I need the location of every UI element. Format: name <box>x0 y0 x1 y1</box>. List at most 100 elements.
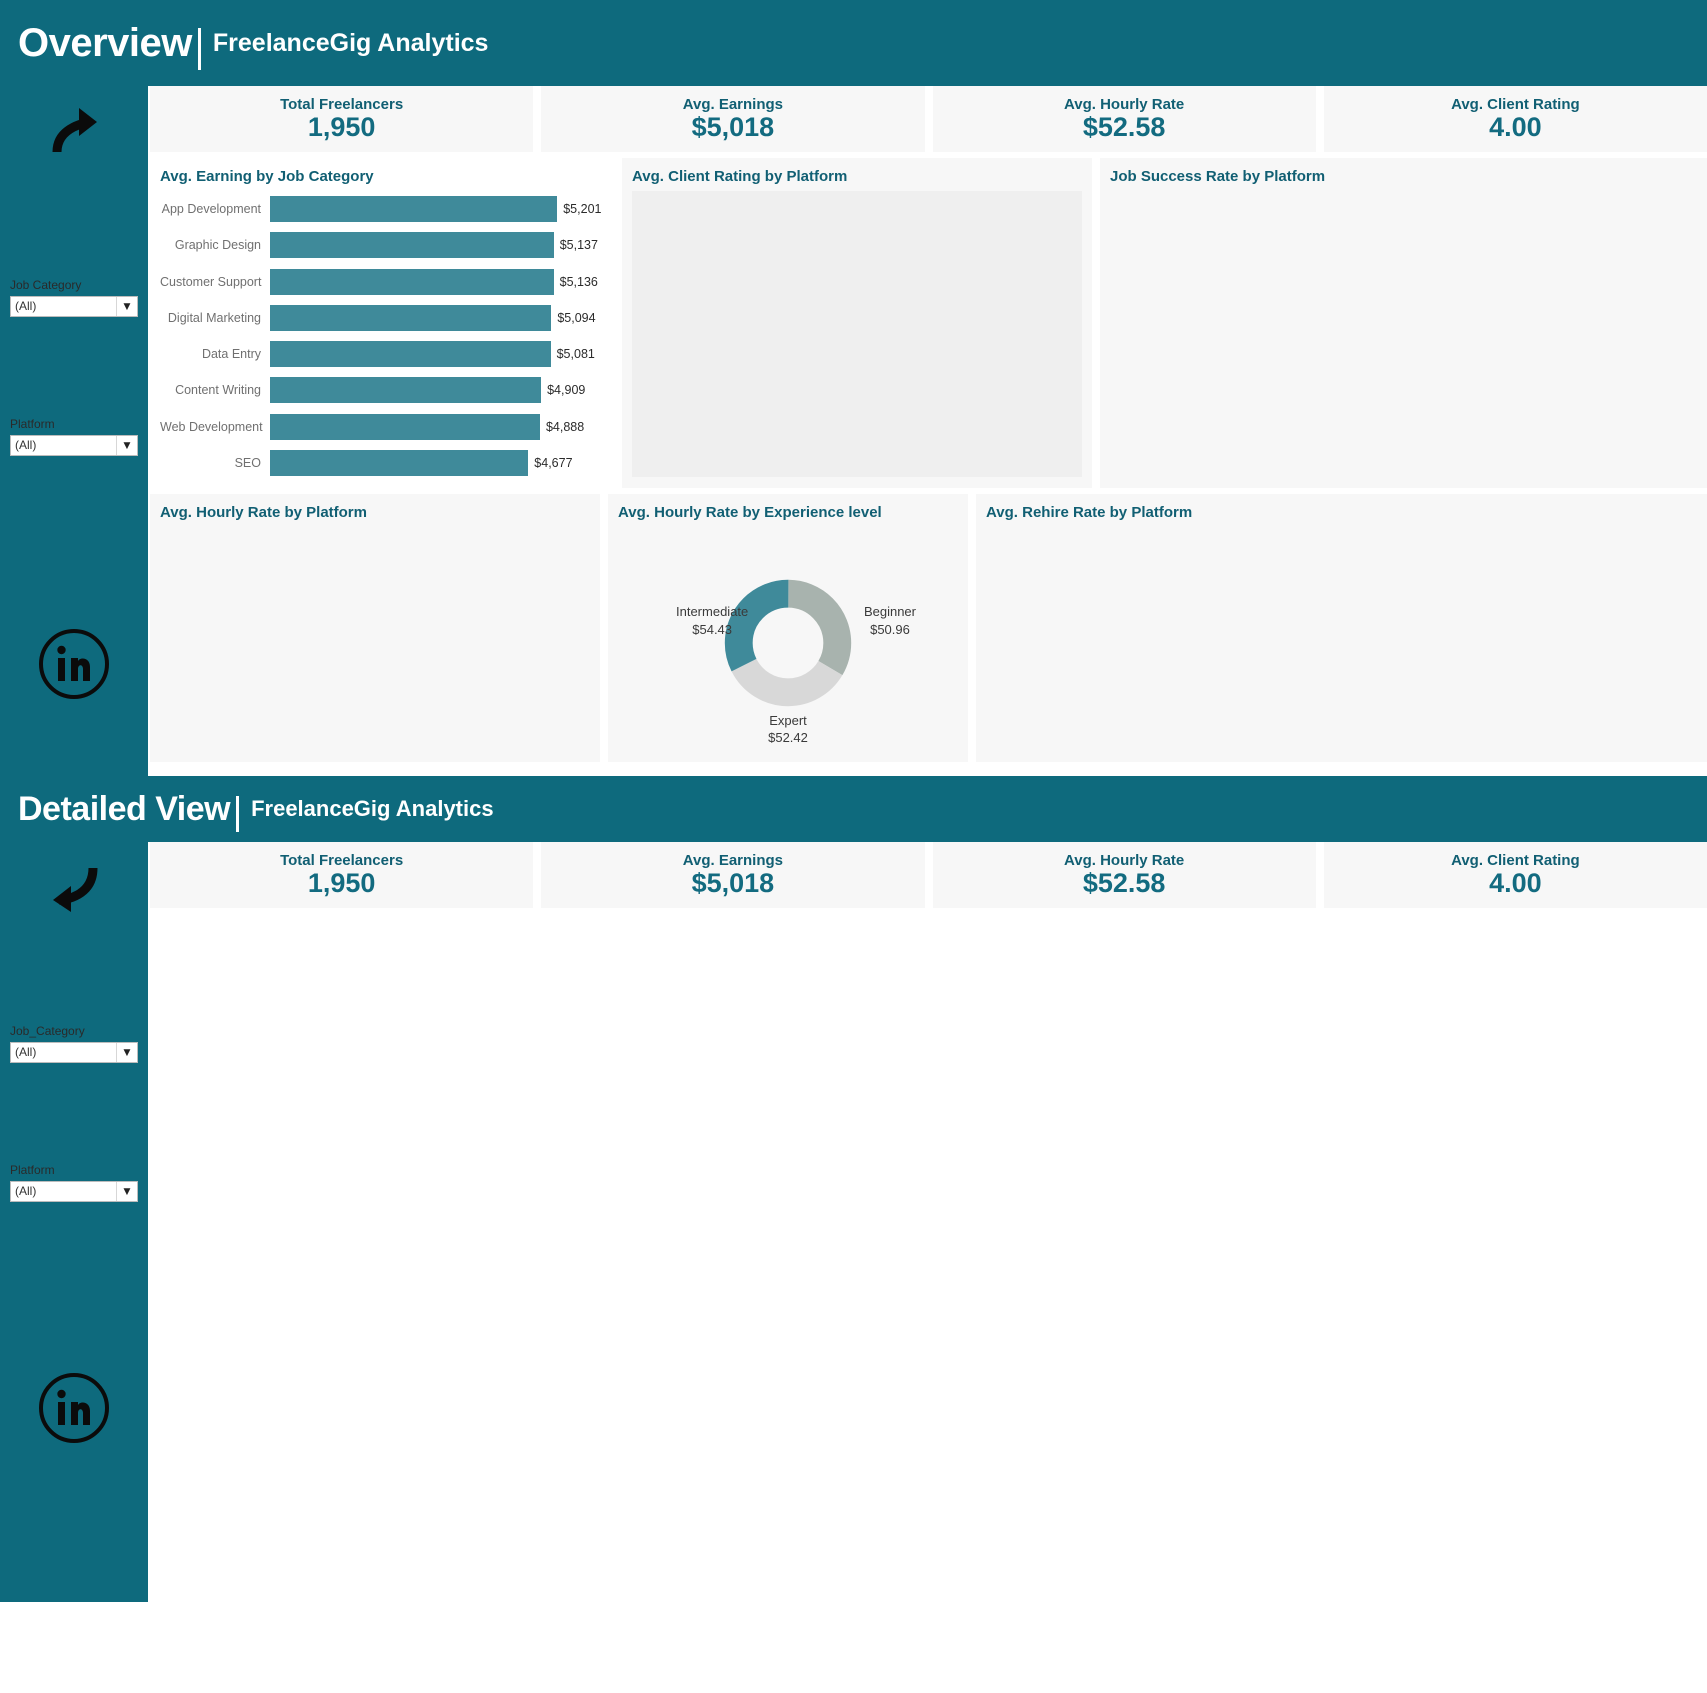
kpi-title: Avg. Earnings <box>682 852 784 870</box>
donut-wrap: Intermediate $54.43 Beginner $50.96 Expe… <box>618 527 958 753</box>
overview-body: Job Category (All) ▼ Platform (All) ▼ <box>0 86 1707 776</box>
bar-fill[interactable] <box>270 449 529 476</box>
bar-value-label: $5,136 <box>559 274 598 289</box>
bar-fill[interactable] <box>270 341 551 368</box>
kpi-total-freelancers: Total Freelancers 1,950 <box>150 86 534 152</box>
detail-filter-platform-select[interactable]: (All) ▼ <box>10 1181 138 1202</box>
bar-fill[interactable] <box>270 304 552 331</box>
kpi-value: 1,950 <box>307 868 376 899</box>
overview-chart-row-2: Avg. Hourly Rate by Platform Avg. Hourly… <box>148 494 1707 762</box>
bar-category-label: Customer Support <box>160 274 262 289</box>
bar-track: $5,201 <box>270 196 604 223</box>
chart-avg-hourly-rate-by-experience: Avg. Hourly Rate by Experience level Int… <box>608 494 968 762</box>
chart-title: Avg. Rehire Rate by Platform <box>986 504 1193 521</box>
overview-banner-title: Overview <box>18 20 192 65</box>
bar-fill[interactable] <box>270 268 554 295</box>
bar-value-label: $5,094 <box>557 310 596 325</box>
detail-kpi-row: Total Freelancers 1,950 Avg. Earnings $5… <box>148 842 1707 914</box>
detail-filter-platform-value: (All) <box>15 1184 37 1198</box>
chart-avg-client-rating-by-platform: Avg. Client Rating by Platform <box>622 158 1092 488</box>
kpi-title: Total Freelancers <box>280 852 404 870</box>
forward-arrow-icon[interactable] <box>0 86 148 160</box>
bar-value-label: $5,137 <box>559 238 598 253</box>
detail-filter-platform: Platform (All) ▼ <box>0 1163 148 1202</box>
bar-track: $4,888 <box>270 413 604 440</box>
kpi-avg-earnings: Avg. Earnings $5,018 <box>541 86 925 152</box>
chart-avg-earning-by-job-category: Avg. Earning by Job Category App Develop… <box>150 158 614 488</box>
detail-kpi-total-freelancers: Total Freelancers 1,950 <box>150 842 534 908</box>
bar-fill[interactable] <box>270 413 540 440</box>
bar-value-label: $4,677 <box>534 455 573 470</box>
donut-label-intermediate: Intermediate $54.43 <box>676 603 748 638</box>
donut-label-value: $54.43 <box>692 621 733 637</box>
detail-kpi-avg-hourly-rate: Avg. Hourly Rate $52.58 <box>932 842 1316 908</box>
bar-row: Graphic Design $5,137 <box>160 232 604 259</box>
chart-job-success-rate-by-platform: Job Success Rate by Platform <box>1100 158 1707 488</box>
vbar-list <box>160 527 590 753</box>
vbar-list <box>986 527 1697 753</box>
kpi-title: Avg. Client Rating <box>1451 96 1580 114</box>
chevron-down-icon[interactable]: ▼ <box>116 1043 137 1062</box>
donut-label-value: $52.42 <box>768 730 808 746</box>
kpi-value: $52.58 <box>1082 112 1166 143</box>
detail-banner: Detailed View FreelanceGig Analytics <box>0 776 1707 842</box>
filter-platform-select[interactable]: (All) ▼ <box>10 435 138 456</box>
bar-fill[interactable] <box>270 232 554 259</box>
bar-row: Content Writing $4,909 <box>160 377 604 404</box>
back-arrow-icon[interactable] <box>0 842 148 912</box>
donut-label-name: Intermediate <box>676 604 749 619</box>
kpi-value: $5,018 <box>691 868 775 899</box>
bar-category-label: Content Writing <box>175 383 261 398</box>
filter-job-category-label: Job Category <box>10 278 82 292</box>
detail-filter-job-category-label: Job_Category <box>10 1024 85 1038</box>
kpi-title: Avg. Hourly Rate <box>1063 96 1185 114</box>
bar-value-label: $5,081 <box>556 347 595 362</box>
chevron-down-icon[interactable]: ▼ <box>116 436 137 455</box>
bar-fill[interactable] <box>270 377 542 404</box>
linkedin-icon[interactable] <box>0 624 148 704</box>
kpi-title: Avg. Earnings <box>682 96 784 114</box>
donut-chart <box>724 579 852 707</box>
kpi-title: Total Freelancers <box>280 96 404 114</box>
linkedin-icon[interactable] <box>0 1368 148 1448</box>
detail-kpi-avg-client-rating: Avg. Client Rating 4.00 <box>1323 842 1707 908</box>
bar-value-label: $5,201 <box>563 202 602 217</box>
detail-content: Total Freelancers 1,950 Avg. Earnings $5… <box>148 842 1707 1602</box>
bar-value-label: $4,909 <box>547 383 586 398</box>
chart-title: Avg. Hourly Rate by Experience level <box>618 504 882 521</box>
banner-divider <box>236 796 240 832</box>
bar-category-label: App Development <box>161 202 261 217</box>
detail-body: Job_Category (All) ▼ Platform (All) ▼ <box>0 842 1707 1602</box>
detail-filter-job-category-select[interactable]: (All) ▼ <box>10 1042 138 1063</box>
kpi-title: Avg. Hourly Rate <box>1063 852 1185 870</box>
chevron-down-icon[interactable]: ▼ <box>116 297 137 316</box>
kpi-value: $52.58 <box>1082 868 1166 899</box>
kpi-value: 4.00 <box>1489 868 1542 899</box>
chart-avg-rehire-rate-by-platform: Avg. Rehire Rate by Platform <box>976 494 1707 762</box>
bar-fill[interactable] <box>270 196 558 223</box>
bar-track: $4,677 <box>270 449 604 476</box>
detail-banner-title: Detailed View <box>18 789 231 828</box>
bar-track: $5,137 <box>270 232 604 259</box>
donut-label-value: $50.96 <box>870 621 910 637</box>
bar-row: Digital Marketing $5,094 <box>160 304 604 331</box>
kpi-value: 1,950 <box>307 112 376 143</box>
detail-sidebar: Job_Category (All) ▼ Platform (All) ▼ <box>0 842 148 1602</box>
chevron-down-icon[interactable]: ▼ <box>116 1182 137 1201</box>
filter-job-category-select[interactable]: (All) ▼ <box>10 296 138 317</box>
bar-value-label: $4,888 <box>545 419 585 434</box>
detail-filter-job-category: Job_Category (All) ▼ <box>0 1024 148 1063</box>
kpi-avg-client-rating: Avg. Client Rating 4.00 <box>1323 86 1707 152</box>
donut-label-expert: Expert $52.42 <box>768 712 808 747</box>
bar-track: $4,909 <box>270 377 604 404</box>
bar-track: $5,094 <box>270 304 604 331</box>
donut-label-beginner: Beginner $50.96 <box>864 603 916 638</box>
filter-platform: Platform (All) ▼ <box>0 417 148 456</box>
detail-filter-platform-label: Platform <box>10 1163 55 1177</box>
kpi-title: Avg. Client Rating <box>1451 852 1580 870</box>
bar-category-label: Data Entry <box>201 347 261 362</box>
kpi-value: 4.00 <box>1489 112 1542 143</box>
treemap <box>632 191 1082 477</box>
detail-banner-subtitle: FreelanceGig Analytics <box>251 796 494 821</box>
bar-category-label: SEO <box>234 455 261 470</box>
